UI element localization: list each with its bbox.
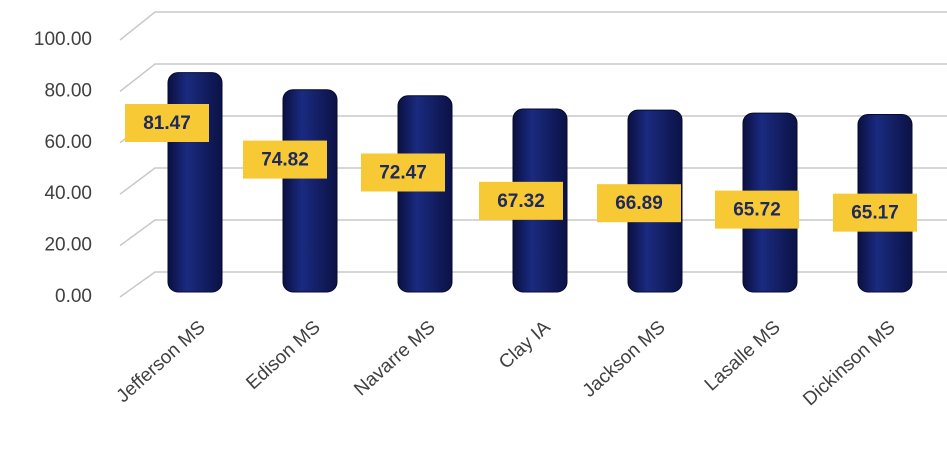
value-label-box (125, 104, 209, 142)
value-label: 81.47 (143, 113, 191, 134)
value-label-box (243, 140, 327, 179)
x-tick-label: Jackson MS (579, 317, 670, 402)
value-label: 72.47 (379, 163, 427, 184)
x-tick-label: Jefferson MS (113, 317, 210, 407)
value-label-box (361, 153, 445, 192)
value-label: 66.89 (615, 193, 663, 214)
value-label: 65.17 (851, 203, 899, 224)
x-tick-label: Clay IA (495, 317, 555, 374)
value-label-box (479, 181, 563, 220)
value-label: 74.82 (261, 150, 309, 171)
x-tick-label: Lasalle MS (701, 317, 785, 396)
grid-line (119, 271, 947, 298)
x-tick-label: Dickinson MS (799, 317, 899, 410)
x-tick-label: Navarre MS (350, 317, 439, 400)
y-tick-label: 80.00 (44, 80, 92, 101)
value-label-box (715, 190, 799, 229)
x-tick-label: Edison MS (242, 317, 324, 394)
grid-line (119, 11, 947, 41)
grid-line (119, 63, 947, 92)
y-tick-label: 60.00 (44, 132, 92, 153)
grid-line (119, 219, 947, 247)
grid-line (119, 167, 947, 195)
y-tick-label: 20.00 (44, 235, 92, 256)
bar (282, 89, 338, 293)
value-label: 65.72 (733, 200, 781, 221)
value-label-box (597, 184, 681, 223)
y-tick-label: 40.00 (44, 183, 92, 204)
bar (397, 95, 453, 293)
y-tick-label: 0.00 (55, 286, 92, 307)
value-label: 67.32 (497, 191, 545, 212)
y-tick-label: 100.00 (34, 29, 92, 50)
value-label-box (833, 193, 917, 232)
